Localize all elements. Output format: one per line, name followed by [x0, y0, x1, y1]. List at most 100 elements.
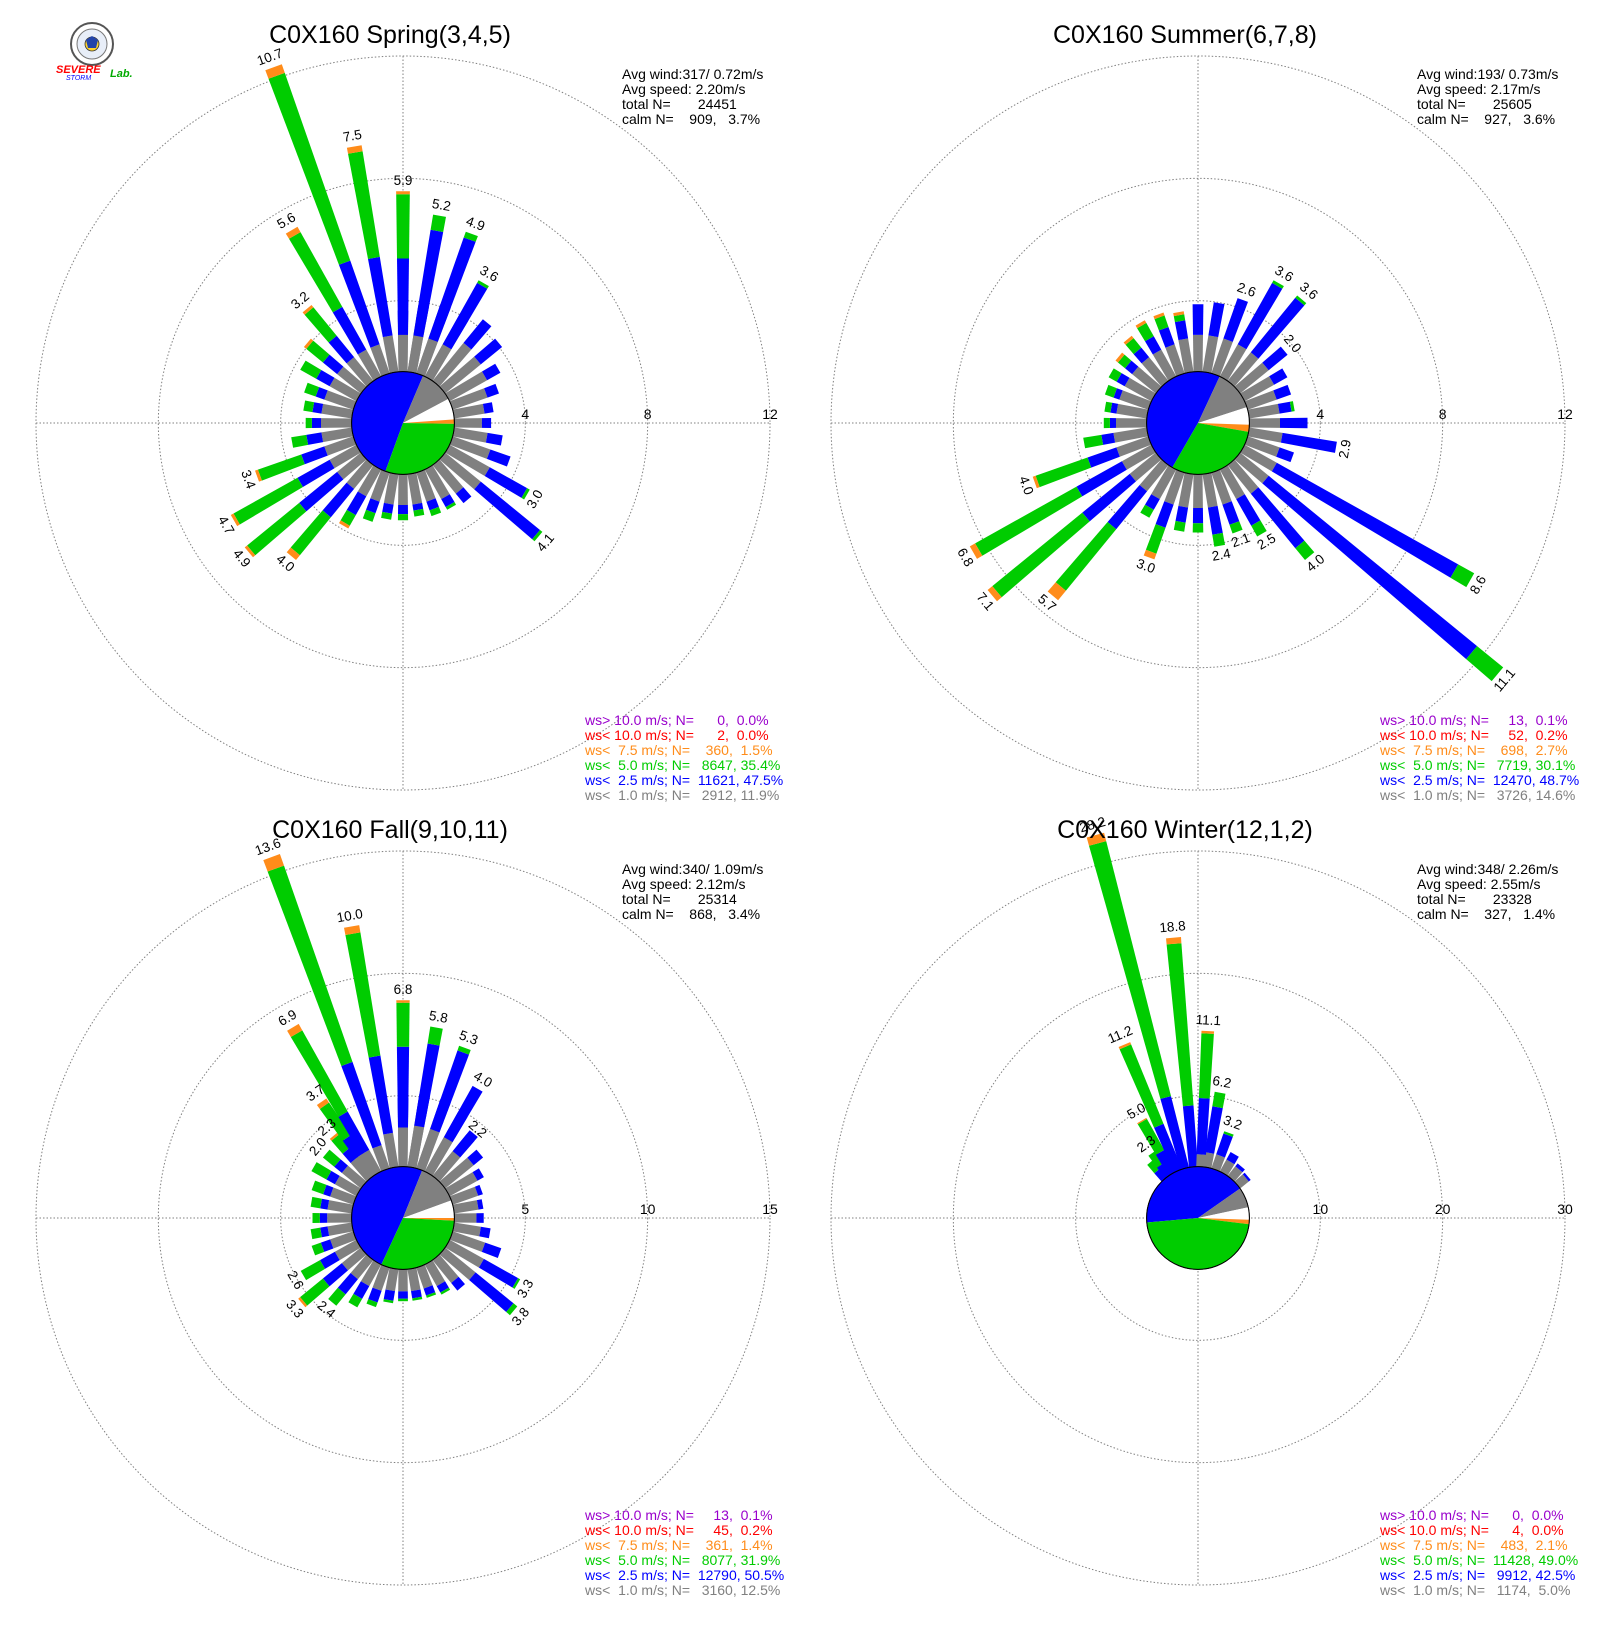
bar-segment-lt7_5: [329, 1132, 340, 1141]
bar-segment-lt5: [268, 72, 351, 265]
direction-bar: [1202, 1091, 1226, 1169]
bar-segment-lt1: [416, 1264, 433, 1289]
grid-ring: [280, 1095, 526, 1341]
bar-segment-lt5: [1251, 520, 1267, 537]
bar-segment-lt1: [1247, 427, 1283, 443]
bar-value-label: 5.3: [457, 1027, 480, 1048]
bar-segment-lt5: [1104, 401, 1113, 413]
bar-segment-lt5: [300, 1260, 325, 1281]
calm-pie-slice-lt1: [1198, 1188, 1249, 1218]
bar-segment-lt1: [1178, 472, 1194, 508]
calm-pie-slice-lt5: [385, 423, 455, 475]
calm-pie-slice-calm: [403, 398, 455, 423]
direction-bar: [452, 427, 503, 446]
bar-segment-lt5: [247, 502, 307, 556]
bar-segment-lt1: [432, 342, 472, 387]
legend-entry-gt10: ws> 10.0 m/s; N= 13, 0.1%: [584, 1507, 773, 1523]
bar-segment-lt7_5: [316, 1098, 329, 1109]
bar-segment-lt7_5: [1166, 937, 1182, 945]
polar-grid: 4 8 12: [830, 55, 1573, 791]
panel-title: C0X160 Winter(12,1,2): [1057, 816, 1313, 844]
stat-avg-wind: Avg wind:348/ 2.26m/s: [1417, 861, 1558, 877]
bar-segment-lt2_5: [1236, 494, 1261, 526]
bar-segment-lt1: [383, 472, 399, 505]
bar-segment-lt5: [319, 1102, 352, 1141]
bar-segment-lt5: [398, 1298, 408, 1302]
bar-segment-lt2_5: [334, 1159, 348, 1173]
direction-bar: [1244, 384, 1292, 410]
calm-pie-slice-calm: [1198, 1207, 1250, 1220]
bar-segment-lt7_5: [298, 1297, 308, 1308]
bar-segment-lt1: [329, 444, 361, 469]
bar-segment-lt1: [424, 465, 450, 500]
bar-segment-lt7_5: [969, 543, 983, 559]
bar-segment-lt5: [396, 194, 410, 259]
direction-bar: [1166, 937, 1198, 1168]
calm-pie-border: [351, 1166, 455, 1270]
bar-segment-lt1: [1240, 444, 1277, 472]
calm-pie-slice-lt7_5: [1198, 423, 1250, 432]
direction-bar: [362, 469, 390, 522]
grid-ring: [157, 177, 649, 669]
stat-total-n: total N= 25605: [1417, 96, 1532, 112]
logo-text-lab: Lab.: [110, 68, 133, 80]
direction-bar: [1211, 1131, 1234, 1172]
bar-segment-lt1: [1119, 390, 1152, 410]
stat-avg-wind: Avg wind:193/ 0.73m/s: [1417, 66, 1558, 82]
direction-bar: [1137, 1117, 1177, 1176]
direction-bar: [424, 280, 489, 381]
bar-segment-lt1: [449, 388, 488, 410]
bar-segment-lt1: [357, 349, 382, 381]
bar-segment-lt5: [427, 1026, 443, 1046]
bar-segment-lt7_5: [303, 338, 314, 349]
ring-label: 5: [521, 1201, 529, 1217]
grid-ring: [1075, 1095, 1321, 1341]
direction-bars: [1086, 832, 1251, 1189]
bar-segment-lt5: [291, 434, 309, 448]
stat-calm-n: calm N= 909, 3.7%: [622, 111, 760, 127]
bar-segment-lt1: [1249, 418, 1280, 428]
panel-title: C0X160 Spring(3,4,5): [269, 21, 511, 49]
direction-bar: [300, 360, 361, 402]
bar-segment-lt7_5: [1118, 1042, 1132, 1050]
windrose-panel-spring: 4 8 12 3.04.14.04.94.73.43.25.610.77.55.95…: [35, 21, 783, 803]
bar-segment-lt1: [432, 459, 464, 494]
bar-segment-lt7_5: [1032, 475, 1040, 489]
bar-segment-lt1: [1227, 352, 1259, 387]
calm-pie-slice-lt2_5: [1198, 1166, 1241, 1218]
bar-segment-lt1: [346, 459, 374, 489]
bar-segment-lt1: [1164, 469, 1185, 505]
bar-segment-lt1: [1244, 436, 1280, 457]
bar-segment-lt1: [382, 335, 399, 374]
direction-bar: [1104, 384, 1152, 410]
bar-segment-lt1: [1116, 436, 1152, 457]
bar-segment-lt5: [1089, 841, 1171, 1099]
seal-icon: [70, 22, 114, 66]
bar-segment-lt1: [445, 444, 490, 476]
bar-segment-lt2_5: [1182, 1105, 1198, 1168]
bar-segment-lt1: [439, 1157, 474, 1189]
direction-bar: [303, 400, 354, 419]
bar-segment-lt2_5: [320, 1239, 334, 1252]
bar-value-label: 18.8: [1159, 918, 1186, 935]
bar-segment-lt1: [321, 427, 354, 443]
bar-segment-lt5: [1212, 1091, 1226, 1109]
calm-pie-border: [1146, 1166, 1250, 1270]
grid-ring: [280, 300, 526, 546]
bar-segment-lt1: [445, 371, 488, 402]
bar-segment-lt2_5: [1262, 346, 1288, 371]
direction-bar: [416, 231, 478, 377]
bar-segment-lt1: [1193, 334, 1203, 372]
bar-segment-lt1: [454, 1213, 477, 1223]
bar-segment-lt2_5: [441, 494, 455, 508]
bar-segment-lt5: [1212, 532, 1225, 547]
bar-segment-lt5: [445, 502, 456, 510]
bar-segment-lt7_5: [1047, 582, 1066, 601]
direction-bar: [263, 854, 390, 1172]
bar-segment-lt2_5: [1196, 1098, 1210, 1155]
bar-segment-lt5: [1055, 522, 1117, 591]
direction-bar: [304, 382, 357, 410]
direction-bar: [1032, 436, 1152, 489]
bar-segment-lt5: [1295, 540, 1315, 560]
bar-value-label: 4.9: [464, 213, 487, 234]
